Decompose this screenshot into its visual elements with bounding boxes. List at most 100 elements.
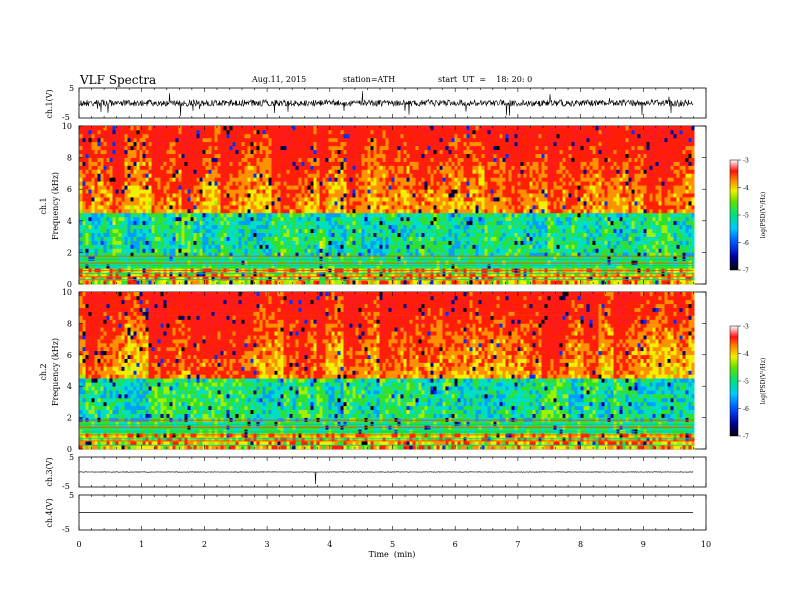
spectrogram-cell (148, 228, 152, 233)
spectrogram-cell (391, 145, 395, 151)
spectrogram-cell (214, 197, 218, 202)
spectrogram-cell (382, 157, 386, 162)
spectrogram-cell (148, 165, 152, 170)
spectrogram-cell (355, 145, 359, 151)
spectrogram-cell (163, 201, 167, 206)
spectrogram-cell (424, 260, 428, 265)
spectrogram-cell (190, 185, 194, 190)
spectrogram-cell (433, 208, 437, 214)
spectrogram-cell (184, 236, 188, 241)
spectrogram-cell (187, 169, 191, 174)
spectrogram-cell (379, 220, 383, 226)
spectrogram-cell (382, 141, 386, 147)
spectrogram-cell (298, 201, 302, 206)
spectrogram-cell (88, 224, 92, 230)
spectrogram-cell (256, 236, 260, 241)
spectrogram-cell (388, 173, 392, 178)
spectrogram-cell (100, 169, 104, 174)
spectrogram-cell (376, 244, 380, 249)
spectrogram-cell (310, 145, 314, 151)
spectrogram-cell (325, 133, 329, 139)
spectrogram-cell (352, 240, 356, 245)
spectrogram-cell (223, 129, 227, 135)
spectrogram-cell (361, 129, 365, 135)
spectrogram-cell (304, 256, 308, 261)
spectrogram-cell (370, 185, 374, 190)
spectrogram-cell (250, 129, 254, 135)
spectrogram-cell (91, 244, 95, 249)
spectrogram-cell (244, 201, 248, 206)
spectrogram-cell (121, 126, 125, 131)
spectrogram-cell (298, 236, 302, 241)
spectrogram-cell (217, 145, 221, 151)
spectrogram-cell (394, 165, 398, 170)
spectrogram-cell (181, 189, 185, 194)
spectrogram-cell (430, 126, 434, 131)
spectrogram-cell (418, 185, 422, 190)
spectrogram-cell (88, 201, 92, 206)
spectrogram-cell (160, 153, 164, 158)
spectrogram-cell (319, 173, 323, 178)
spectrogram-cell (238, 165, 242, 170)
spectrogram-cell (223, 177, 227, 182)
spectrogram-cell (373, 181, 377, 186)
spectrogram-cell (328, 193, 332, 198)
spectrogram-cell (121, 256, 125, 261)
spectrogram-cell (91, 248, 95, 253)
spectrogram-cell (112, 220, 116, 226)
spectrogram-cell (379, 232, 383, 237)
spectrogram-cell (100, 201, 104, 206)
spectrogram-cell (196, 133, 200, 139)
spectrogram-cell (115, 224, 119, 230)
spectrogram-cell (226, 220, 230, 226)
spectrogram-cell (316, 228, 320, 233)
spectrogram-cell (199, 248, 203, 253)
spectrogram-cell (163, 260, 167, 265)
spectrogram-cell (442, 177, 446, 182)
spectrogram-cell (274, 153, 278, 158)
spectrogram-cell (382, 133, 386, 139)
spectrogram-cell (391, 272, 395, 277)
spectrogram-cell (277, 212, 281, 218)
spectrogram-cell (154, 149, 158, 154)
spectrogram-cell (145, 157, 149, 162)
spectrogram-cell (448, 133, 452, 139)
spectrogram-cell (430, 272, 434, 277)
spectrogram-cell (217, 165, 221, 170)
spectrogram-cell (337, 165, 341, 170)
spectrogram-cell (193, 197, 197, 202)
spectrogram-cell (451, 240, 455, 245)
spectrogram-cell (91, 137, 95, 143)
spectrogram-cell (268, 280, 272, 285)
spectrogram-cell (394, 240, 398, 245)
spectrogram-cell (331, 181, 335, 186)
spectrogram-cell (373, 149, 377, 154)
spectrogram-cell (94, 169, 98, 174)
spectrogram-cell (304, 173, 308, 178)
spectrogram-cell (340, 252, 344, 257)
spectrogram-cell (160, 236, 164, 241)
spectrogram-cell (139, 232, 143, 237)
spectrogram-cell (328, 181, 332, 186)
spectrogram-cell (427, 185, 431, 190)
spectrogram-cell (232, 169, 236, 174)
spectrogram-cell (280, 248, 284, 253)
spectrogram-cell (211, 224, 215, 230)
spectrogram-cell (445, 157, 449, 162)
spectrogram-cell (196, 236, 200, 241)
spectrogram-cell (295, 145, 299, 151)
spectrogram-cell (424, 129, 428, 135)
spectrogram-cell (214, 173, 218, 178)
spectrogram-cell (301, 272, 305, 277)
spectrogram-cell (244, 280, 248, 285)
spectrogram-cell (307, 145, 311, 151)
spectrogram-cell (241, 232, 245, 237)
spectrogram-cell (361, 264, 365, 269)
spectrogram-cell (205, 256, 209, 261)
spectrogram-cell (385, 149, 389, 154)
spectrogram-cell (268, 153, 272, 158)
spectrogram-cell (205, 272, 209, 277)
spectrogram-cell (319, 153, 323, 158)
spectrogram-cell (412, 208, 416, 214)
spectrogram-cell (259, 161, 263, 166)
